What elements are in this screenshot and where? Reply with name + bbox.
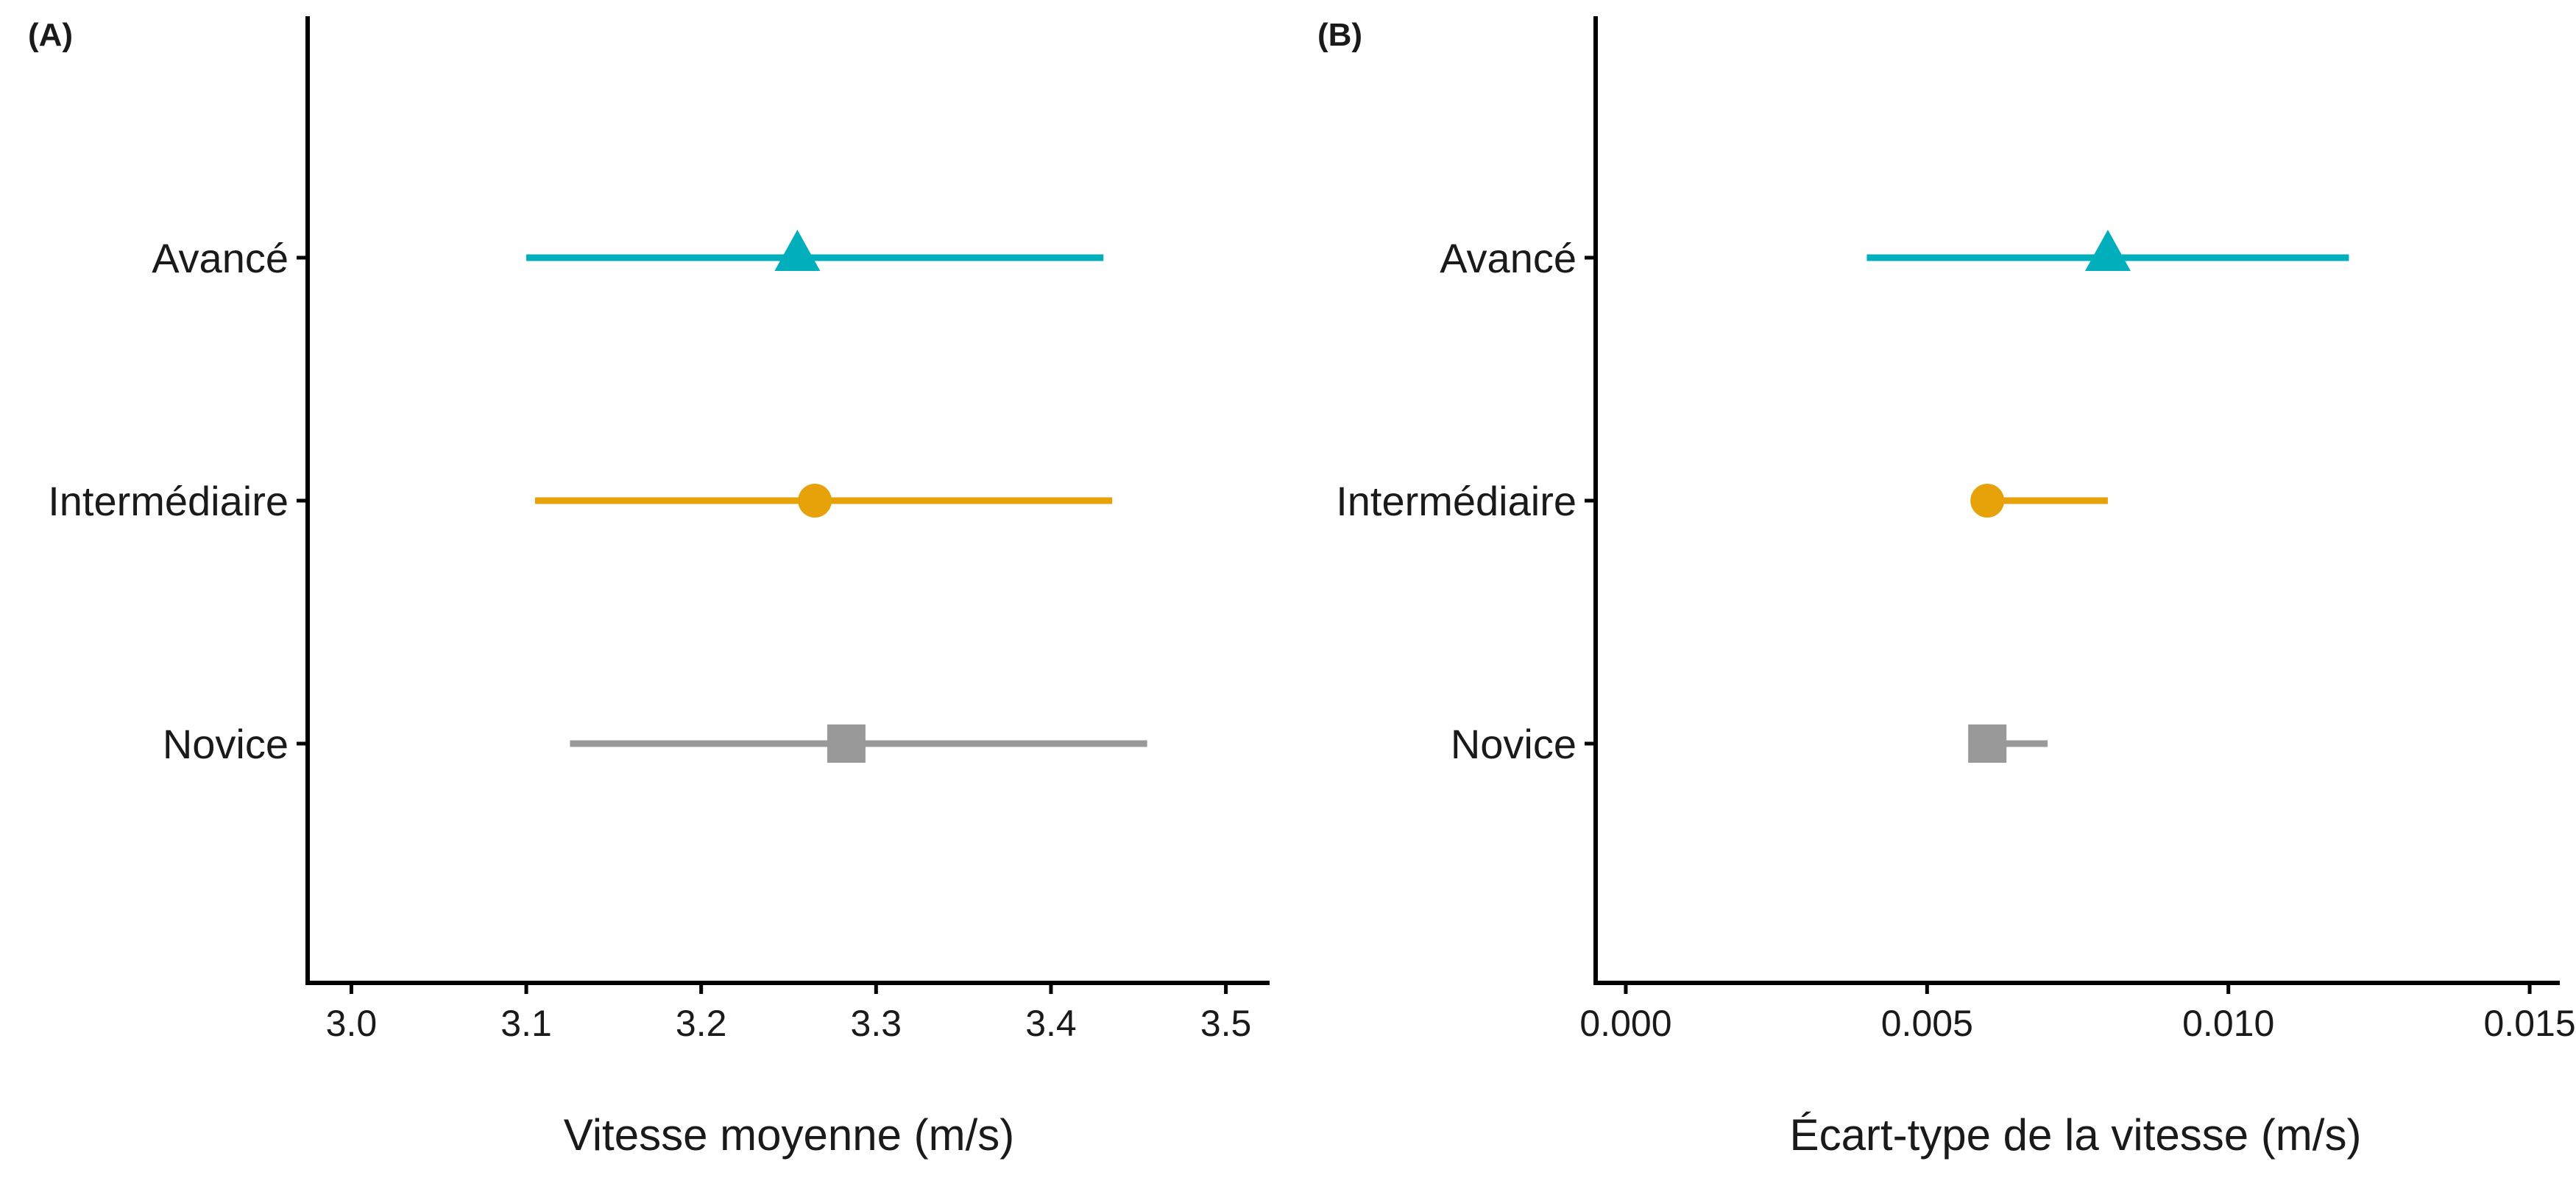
panel-label: (A) (28, 17, 73, 53)
category-label-avance: Avancé (1440, 235, 1577, 281)
category-label-intermediaire: Intermédiaire (1336, 478, 1577, 524)
x-axis-title: Vitesse moyenne (m/s) (564, 1110, 1014, 1160)
x-tick-label: 0.015 (2484, 1003, 2576, 1044)
x-tick-label: 0.005 (1881, 1003, 1973, 1044)
x-tick-label: 3.5 (1200, 1003, 1252, 1044)
x-tick-label: 3.0 (326, 1003, 378, 1044)
point-avance (774, 230, 821, 271)
point-intermediaire (1970, 484, 2005, 518)
point-intermediaire (798, 484, 832, 518)
x-tick-label: 3.1 (500, 1003, 552, 1044)
category-label-intermediaire: Intermédiaire (48, 478, 289, 524)
x-tick-label: 3.3 (851, 1003, 902, 1044)
point-novice (1968, 724, 2007, 763)
x-tick-label: 3.2 (676, 1003, 727, 1044)
panel-label: (B) (1317, 17, 1362, 53)
category-label-avance: Avancé (152, 235, 289, 281)
panel-a: (A) 3.0 3.1 3.2 3.3 3.4 3.5 Vitesse moyenne (m/… (28, 16, 1270, 1160)
point-avance (2084, 230, 2131, 271)
x-axis-title: Écart-type de la vitesse (m/s) (1790, 1110, 2362, 1160)
category-label-novice: Novice (1451, 721, 1577, 767)
x-tick-label: 0.010 (2182, 1003, 2274, 1044)
category-label-novice: Novice (163, 721, 289, 767)
x-tick-label: 0.000 (1579, 1003, 1671, 1044)
panel-b: (B) 0.000 0.005 0.010 0.015 Écart-type de la … (1317, 16, 2576, 1160)
x-tick-label: 3.4 (1025, 1003, 1077, 1044)
point-novice (827, 724, 866, 763)
